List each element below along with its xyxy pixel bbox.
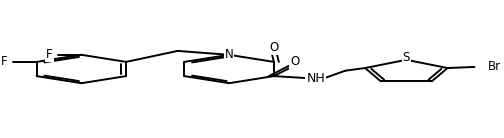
Text: O: O <box>269 41 279 54</box>
Text: F: F <box>46 48 53 61</box>
Text: S: S <box>403 51 410 64</box>
Text: NH: NH <box>306 72 325 85</box>
Text: Br: Br <box>487 60 500 73</box>
Text: O: O <box>290 55 300 68</box>
Text: N: N <box>225 48 233 61</box>
Text: F: F <box>2 55 8 68</box>
